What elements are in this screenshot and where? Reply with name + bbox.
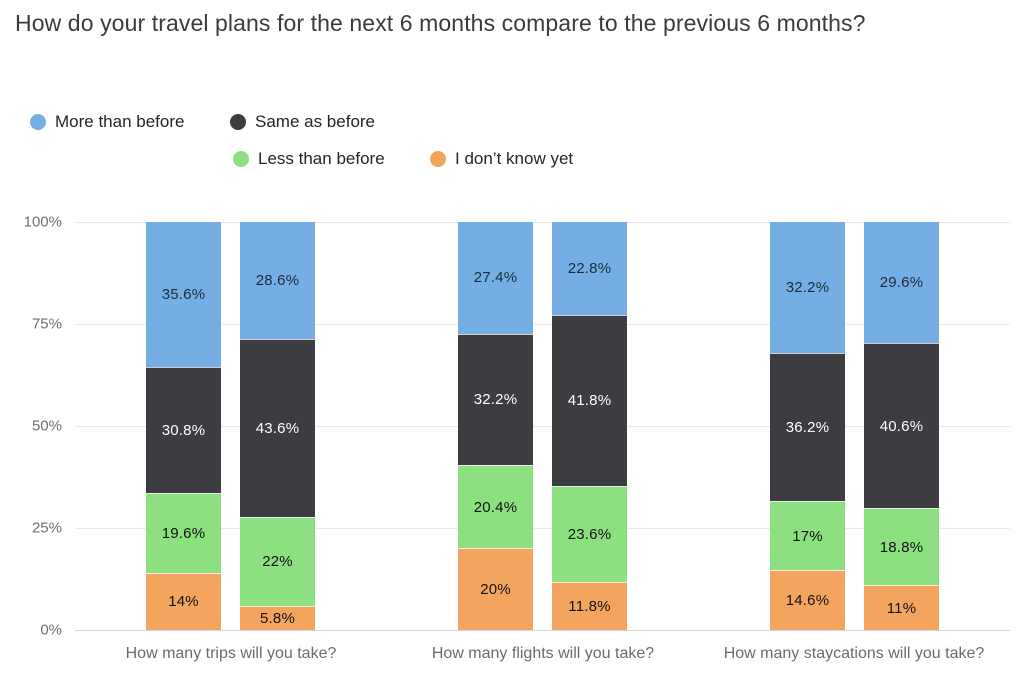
segment-i-don-t-know-yet: 11.8% <box>552 581 627 630</box>
segment-value-label: 11.8% <box>568 597 611 615</box>
segment-value-label: 29.6% <box>879 273 924 291</box>
y-axis-tick-label: 0% <box>40 621 62 639</box>
legend-label: Less than before <box>258 149 385 168</box>
stacked-bar-1: 35.6% 30.8% 19.6% 14% <box>146 222 221 630</box>
segment-value-label: 32.2% <box>473 391 518 409</box>
segment-less-than-before: 19.6% <box>146 492 221 573</box>
gridline-75 <box>75 324 1010 325</box>
segment-more-than-before: 32.2% <box>770 222 845 354</box>
segment-less-than-before: 20.4% <box>458 465 533 549</box>
segment-less-than-before: 17% <box>770 501 845 571</box>
x-axis-category-label: How many trips will you take? <box>125 645 337 662</box>
segment-value-label: 20% <box>480 581 511 599</box>
stacked-bar-4: 22.8% 41.8% 23.6% 11.8% <box>552 222 627 630</box>
segment-value-label: 36.2% <box>785 419 830 437</box>
legend-item-less-than-before: Less than before <box>233 148 385 170</box>
segment-value-label: 41.8% <box>567 392 612 410</box>
segment-value-label: 40.6% <box>879 417 924 435</box>
legend-swatch-icon <box>430 151 446 167</box>
segment-less-than-before: 23.6% <box>552 485 627 582</box>
segment-value-label: 28.6% <box>255 271 300 289</box>
legend-label: I don’t know yet <box>455 149 574 168</box>
y-axis-tick-label: 25% <box>31 519 62 537</box>
stacked-bar-3: 27.4% 32.2% 20.4% 20% <box>458 222 533 630</box>
segment-value-label: 22.8% <box>567 260 612 277</box>
y-axis-tick-label: 75% <box>31 315 62 333</box>
x-axis-category-label: How many staycations will you take? <box>723 645 985 662</box>
x-axis-category-label: How many flights will you take? <box>431 645 655 662</box>
legend-item-more-than-before: More than before <box>30 111 184 133</box>
segment-same-as-before: 36.2% <box>770 353 845 502</box>
segment-value-label: 14% <box>168 593 199 611</box>
segment-same-as-before: 30.8% <box>146 367 221 493</box>
stacked-bar-6: 29.6% 40.6% 18.8% 11% <box>864 222 939 630</box>
segment-i-don-t-know-yet: 5.8% <box>240 606 315 630</box>
segment-i-don-t-know-yet: 11% <box>864 585 939 630</box>
segment-more-than-before: 29.6% <box>864 222 939 343</box>
segment-value-label: 14.6% <box>785 592 830 610</box>
segment-more-than-before: 27.4% <box>458 222 533 334</box>
segment-value-label: 20.4% <box>473 498 518 516</box>
stacked-bar-2: 28.6% 43.6% 22% 5.8% <box>240 222 315 630</box>
segment-i-don-t-know-yet: 20% <box>458 548 533 630</box>
segment-same-as-before: 43.6% <box>240 338 315 517</box>
segment-value-label: 35.6% <box>161 286 206 304</box>
segment-value-label: 32.2% <box>785 279 830 297</box>
legend-swatch-icon <box>233 151 249 167</box>
segment-more-than-before: 35.6% <box>146 222 221 368</box>
segment-value-label: 18.8% <box>879 538 924 556</box>
segment-less-than-before: 22% <box>240 516 315 607</box>
segment-same-as-before: 40.6% <box>864 342 939 509</box>
segment-same-as-before: 41.8% <box>552 315 627 486</box>
y-axis-tick-label: 100% <box>23 213 62 231</box>
chart-title: How do your travel plans for the next 6 … <box>15 10 866 36</box>
gridline-25 <box>75 528 1010 529</box>
segment-value-label: 17% <box>792 527 823 545</box>
segment-less-than-before: 18.8% <box>864 508 939 586</box>
segment-more-than-before: 28.6% <box>240 222 315 339</box>
segment-value-label: 27.4% <box>473 269 518 287</box>
legend-label: Same as before <box>255 112 376 131</box>
gridline-50 <box>75 426 1010 427</box>
segment-value-label: 22% <box>262 553 293 571</box>
segment-i-don-t-know-yet: 14% <box>146 572 221 630</box>
segment-more-than-before: 22.8% <box>552 222 627 316</box>
legend-label: More than before <box>55 112 185 131</box>
segment-value-label: 5.8% <box>260 610 295 628</box>
y-axis-tick-label: 50% <box>31 417 62 435</box>
segment-i-don-t-know-yet: 14.6% <box>770 570 845 630</box>
segment-value-label: 11% <box>886 599 917 617</box>
segment-value-label: 23.6% <box>567 525 612 543</box>
legend-swatch-icon <box>30 114 46 130</box>
legend-item-same-as-before: Same as before <box>230 111 375 133</box>
segment-same-as-before: 32.2% <box>458 333 533 466</box>
gridline-100 <box>75 222 1010 223</box>
legend-item-i-don-t-know-yet: I don’t know yet <box>430 148 573 170</box>
segment-value-label: 19.6% <box>161 524 206 542</box>
gridline-0 <box>75 630 1010 631</box>
legend-swatch-icon <box>230 114 246 130</box>
stacked-bar-5: 32.2% 36.2% 17% 14.6% <box>770 222 845 630</box>
segment-value-label: 43.6% <box>255 419 300 437</box>
segment-value-label: 30.8% <box>161 422 206 440</box>
